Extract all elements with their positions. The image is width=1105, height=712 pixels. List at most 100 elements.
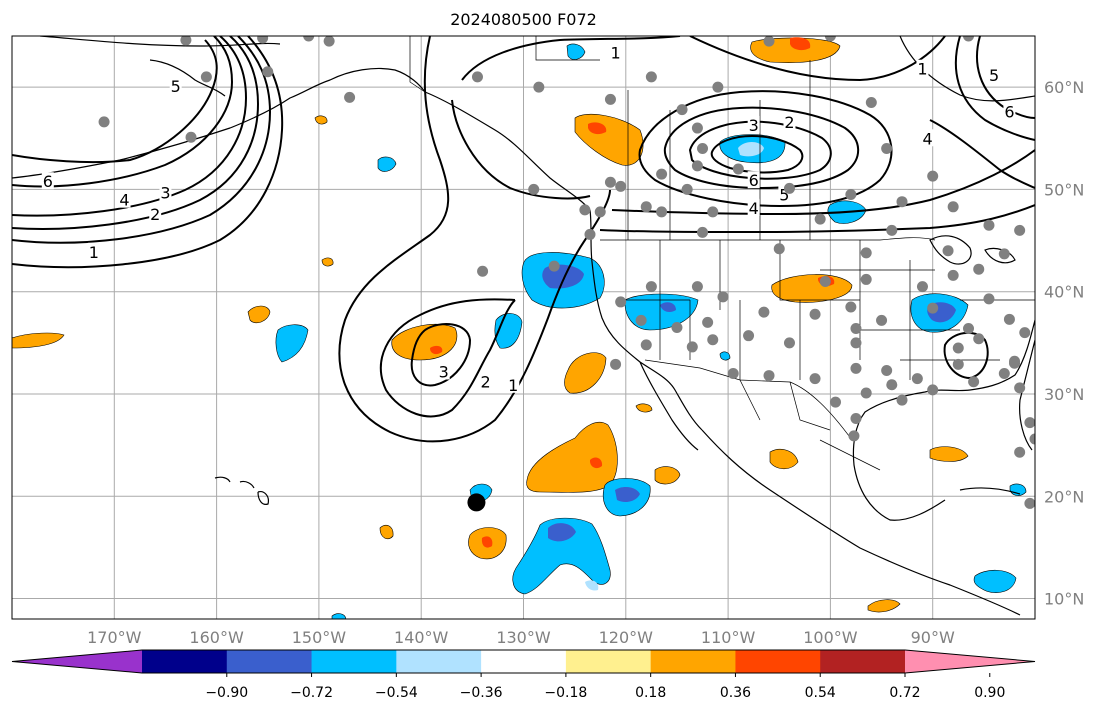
lat-tick-label: 20°N	[1044, 487, 1084, 506]
alaska-canada-border	[409, 36, 426, 93]
colorbar-segment	[481, 650, 567, 673]
map-frame	[11, 35, 1036, 620]
lon-tick-label: 130°W	[496, 628, 551, 647]
contour-3-pacific	[410, 323, 472, 387]
station-dot	[783, 182, 795, 194]
station-dot	[973, 333, 985, 345]
contour-label: 1	[89, 243, 99, 262]
station-dot	[983, 293, 995, 305]
contour-label: 1	[508, 376, 518, 395]
contour-3-canada	[638, 90, 893, 208]
state-lines	[625, 240, 1035, 380]
lat-tick-label: 50°N	[1044, 180, 1084, 199]
contour-1-aleutian	[12, 36, 284, 269]
station-dot	[927, 384, 939, 396]
positive-patch	[574, 113, 644, 166]
station-dot	[814, 213, 826, 225]
contour-label-bg	[921, 129, 934, 147]
station-dot	[656, 206, 668, 218]
political-borders	[409, 36, 1035, 471]
lon-tick-label: 140°W	[394, 628, 449, 647]
contour-label: 6	[749, 171, 759, 190]
station-dot	[896, 196, 908, 208]
station-dot	[927, 302, 939, 314]
great-lakes	[929, 235, 972, 265]
positive-patch	[12, 332, 65, 349]
contour-5-canada	[688, 120, 832, 180]
station-dot	[533, 81, 545, 93]
station-dot	[947, 201, 959, 213]
positive-patch	[635, 403, 653, 413]
contour-label: 3	[439, 362, 449, 381]
station-dot	[467, 15, 478, 26]
station-dot	[98, 116, 110, 128]
caribbean-islands	[959, 487, 1021, 495]
positive-patch	[314, 115, 328, 125]
shaded-anomaly-field	[12, 37, 1027, 619]
station-dot	[881, 364, 893, 376]
station-dot	[702, 316, 714, 328]
weak-negative-patch	[585, 580, 599, 591]
colorbar-tick-label: −0.90	[205, 685, 248, 701]
hudson-bay-coast	[899, 36, 1035, 102]
colorbar-segment	[226, 650, 313, 673]
contour-4-aleutian	[12, 36, 248, 217]
station-dot	[896, 394, 908, 406]
station-dot	[200, 71, 212, 83]
contour-label: 3	[749, 116, 759, 135]
station-dot	[594, 206, 606, 218]
strong-positive-core	[590, 457, 603, 469]
contour-label: 3	[160, 183, 170, 202]
station-dot	[604, 176, 616, 188]
contour-label-bg	[916, 59, 929, 77]
station-dot	[850, 362, 862, 374]
station-dot	[850, 413, 862, 425]
station-dot	[911, 373, 923, 385]
lon-tick-label: 110°W	[701, 628, 756, 647]
contour-label-bg	[437, 362, 450, 380]
contour-label-bg	[169, 77, 182, 95]
longitude-tick-labels: 170°W 160°W 150°W 140°W 130°W 120°W 110°W 100°W…	[87, 628, 955, 647]
station-dot	[712, 81, 724, 93]
contour-label: 1	[917, 60, 927, 79]
colorbar-tick-label: 0.36	[720, 685, 751, 701]
station-dot	[845, 189, 857, 201]
station-dot	[691, 122, 703, 134]
colorbar-tick-label: 0.18	[635, 685, 666, 701]
station-dot	[763, 36, 775, 47]
great-lakes-east	[984, 247, 1016, 264]
station-dot	[947, 269, 959, 281]
us-west-coast	[589, 209, 703, 431]
negative-patch	[624, 293, 699, 331]
colorbar-segment	[396, 650, 482, 673]
negative-patch	[566, 43, 586, 60]
negative-patch	[719, 351, 731, 361]
contour-6-canada	[710, 134, 804, 174]
strong-positive-core	[588, 122, 607, 135]
station-dot	[983, 219, 995, 231]
positive-patch	[321, 257, 334, 267]
station-dot	[865, 96, 877, 108]
station-dot	[998, 248, 1010, 260]
station-dot	[881, 143, 893, 155]
negative-patch	[377, 156, 397, 172]
colorbar-outline	[11, 649, 1036, 674]
station-dot	[952, 342, 964, 354]
contour-label-bg	[87, 242, 100, 260]
station-dot	[697, 143, 709, 155]
strong-negative-core	[548, 523, 576, 542]
station-dot	[963, 36, 975, 42]
station-dot	[645, 281, 657, 293]
contour-label: 2	[481, 373, 491, 392]
lat-tick-label: 30°N	[1044, 385, 1084, 404]
contour-1-northeast	[689, 36, 946, 82]
contour-label-bg	[41, 172, 54, 190]
colorbar-tick-label: 0.90	[974, 685, 1005, 701]
contour-label: 5	[779, 186, 789, 205]
station-dot	[548, 260, 560, 272]
station-dot	[1014, 382, 1026, 394]
station-dot	[707, 334, 719, 346]
station-dot	[973, 263, 985, 275]
contour-2-canada	[611, 149, 1035, 216]
